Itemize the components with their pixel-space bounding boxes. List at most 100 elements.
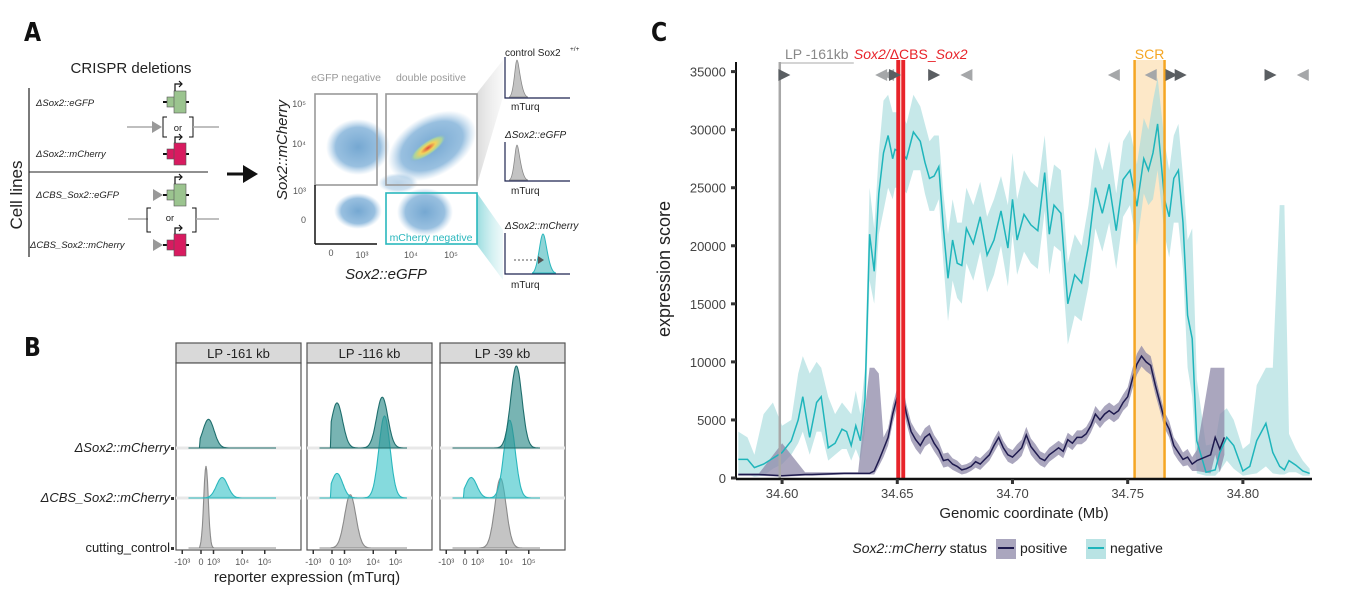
gate-label-double-positive: double positive	[396, 72, 466, 84]
x-tick-label: -10³	[305, 557, 321, 567]
x-tick-label: 10⁴	[366, 557, 380, 567]
x-tick-mark	[1126, 479, 1130, 484]
right-arrow-icon	[227, 165, 258, 183]
ctcf-site-left-icon	[1107, 69, 1120, 81]
density-curve	[452, 419, 540, 499]
row-tick	[171, 547, 174, 550]
y-tick-label: 15000	[690, 297, 726, 312]
y-tick-mark	[731, 70, 736, 74]
x-tick-mark	[895, 479, 899, 484]
svg-text:+/+: +/+	[570, 46, 580, 53]
y-tick: 10⁴	[292, 139, 306, 149]
y-tick-mark	[731, 186, 736, 190]
x-tick: 0	[328, 248, 333, 258]
ctcf-site-right-icon	[1165, 69, 1178, 81]
ctcf-site-right-icon	[778, 69, 791, 81]
y-tick-mark	[731, 128, 736, 132]
y-tick-label: 0	[719, 471, 726, 486]
x-tick-label: -10³	[438, 557, 454, 567]
facet-label: LP -39 kb	[475, 346, 530, 361]
density-curve	[188, 476, 276, 499]
x-tick-label: 34.80	[1227, 486, 1260, 501]
row-label: cutting_control	[85, 540, 170, 555]
facet-label: LP -116 kb	[339, 346, 401, 361]
y-tick-label: 5000	[697, 413, 726, 428]
mcherry-gene-icon	[163, 133, 189, 166]
cell-lines-label: Cell lines	[7, 161, 26, 230]
x-tick: 10³	[355, 250, 368, 260]
x-tick-label: 10⁵	[258, 557, 272, 567]
ridgeline-chart: ΔSox2::mCherryΔCBS_Sox2::mCherrycutting_…	[40, 342, 566, 586]
y-tick-mark	[731, 244, 736, 248]
density-curve	[188, 465, 276, 549]
histogram-control: control Sox2 +/+ mTurq	[504, 46, 580, 113]
x-tick-mark	[1010, 479, 1014, 484]
x-tick-label: 34.75	[1111, 486, 1144, 501]
density-curve	[452, 365, 540, 449]
svg-text:mTurq: mTurq	[511, 280, 540, 291]
y-tick-label: 35000	[690, 65, 726, 80]
y-axis-label: expression score	[654, 201, 674, 337]
lp-label: LP -161kb	[785, 46, 849, 62]
sox2-label: Sox2/ΔCBS_Sox2	[854, 46, 968, 62]
x-tick-label: 10³	[471, 557, 484, 567]
svg-text:mTurq: mTurq	[511, 186, 540, 197]
y-tick-mark	[731, 302, 736, 306]
ctcf-site-right-icon	[1264, 69, 1277, 81]
x-tick-label: 34.60	[766, 486, 799, 501]
facet-label: LP -161 kb	[207, 346, 270, 361]
svg-text:or: or	[166, 213, 174, 224]
y-tick-mark	[731, 360, 736, 364]
panel-letter-a: A	[24, 18, 42, 48]
x-tick-label: 34.65	[881, 486, 914, 501]
density-curve	[319, 494, 407, 549]
y-tick-label: 25000	[690, 181, 726, 196]
sox2-band-center	[900, 60, 902, 478]
crispr-deletions-title: CRISPR deletions	[71, 60, 192, 77]
facet-panel	[306, 362, 433, 551]
expression-score-chart: LP -161kb Sox2/ΔCBS_Sox2 SCR 0 5000 10000 1500…	[654, 46, 1312, 559]
scr-label: SCR	[1135, 46, 1165, 62]
panel-letter-c: C	[651, 18, 668, 48]
x-tick-label: 10⁴	[235, 557, 249, 567]
x-tick-label: 0	[198, 557, 203, 567]
x-tick-label: -10³	[174, 557, 190, 567]
svg-text:or: or	[174, 123, 182, 134]
egfp-gene-ctcf-deleted-icon	[153, 173, 189, 207]
y-tick-mark	[731, 476, 736, 480]
row-tick	[171, 447, 174, 450]
y-tick: 10³	[293, 186, 306, 196]
row-tick	[171, 497, 174, 500]
legend-label-negative: negative	[1110, 540, 1163, 556]
egfp-gene-icon	[163, 80, 189, 114]
ctcf-site-left-icon	[1296, 69, 1309, 81]
x-tick-label: 0	[462, 557, 467, 567]
density-curve	[188, 418, 276, 449]
svg-text:ΔSox2::mCherry: ΔSox2::mCherry	[504, 221, 579, 232]
y-tick: 0	[301, 215, 306, 225]
y-tick: 10⁵	[292, 99, 306, 109]
svg-text:ΔSox2::eGFP: ΔSox2::eGFP	[504, 130, 567, 141]
y-tick-mark	[731, 418, 736, 422]
histogram-dsox2-egfp: ΔSox2::eGFP mTurq	[504, 130, 570, 197]
ctcf-site-right-icon	[928, 69, 941, 81]
bracket-or-icon: or	[128, 207, 219, 233]
scatter-y-label: Sox2::mCherry	[274, 98, 291, 200]
histogram-dsox2-mcherry: ΔSox2::mCherry mTurq	[504, 221, 579, 291]
y-tick-label: 10000	[690, 355, 726, 370]
x-tick-mark	[780, 479, 784, 484]
mcherry-gene-ctcf-deleted-icon	[153, 224, 189, 257]
x-tick-label: 10³	[207, 557, 220, 567]
cell-line-label: ΔSox2::eGFP	[35, 98, 95, 109]
ctcf-site-right-icon	[1174, 69, 1187, 81]
panel-a-figure: CRISPR deletions Cell lines ΔSox2::eGFP …	[7, 46, 580, 291]
scatter-x-label: Sox2::eGFP	[345, 266, 427, 283]
x-axis-label: reporter expression (mTurq)	[214, 569, 400, 586]
facet-panel	[175, 362, 302, 551]
ctcf-site-right-icon	[888, 69, 901, 81]
x-tick-label: 0	[329, 557, 334, 567]
ctcf-site-left-icon	[875, 69, 888, 81]
cell-line-label: ΔCBS_Sox2::eGFP	[35, 190, 120, 201]
density-curve	[319, 396, 407, 449]
x-tick-label: 10⁵	[522, 557, 536, 567]
